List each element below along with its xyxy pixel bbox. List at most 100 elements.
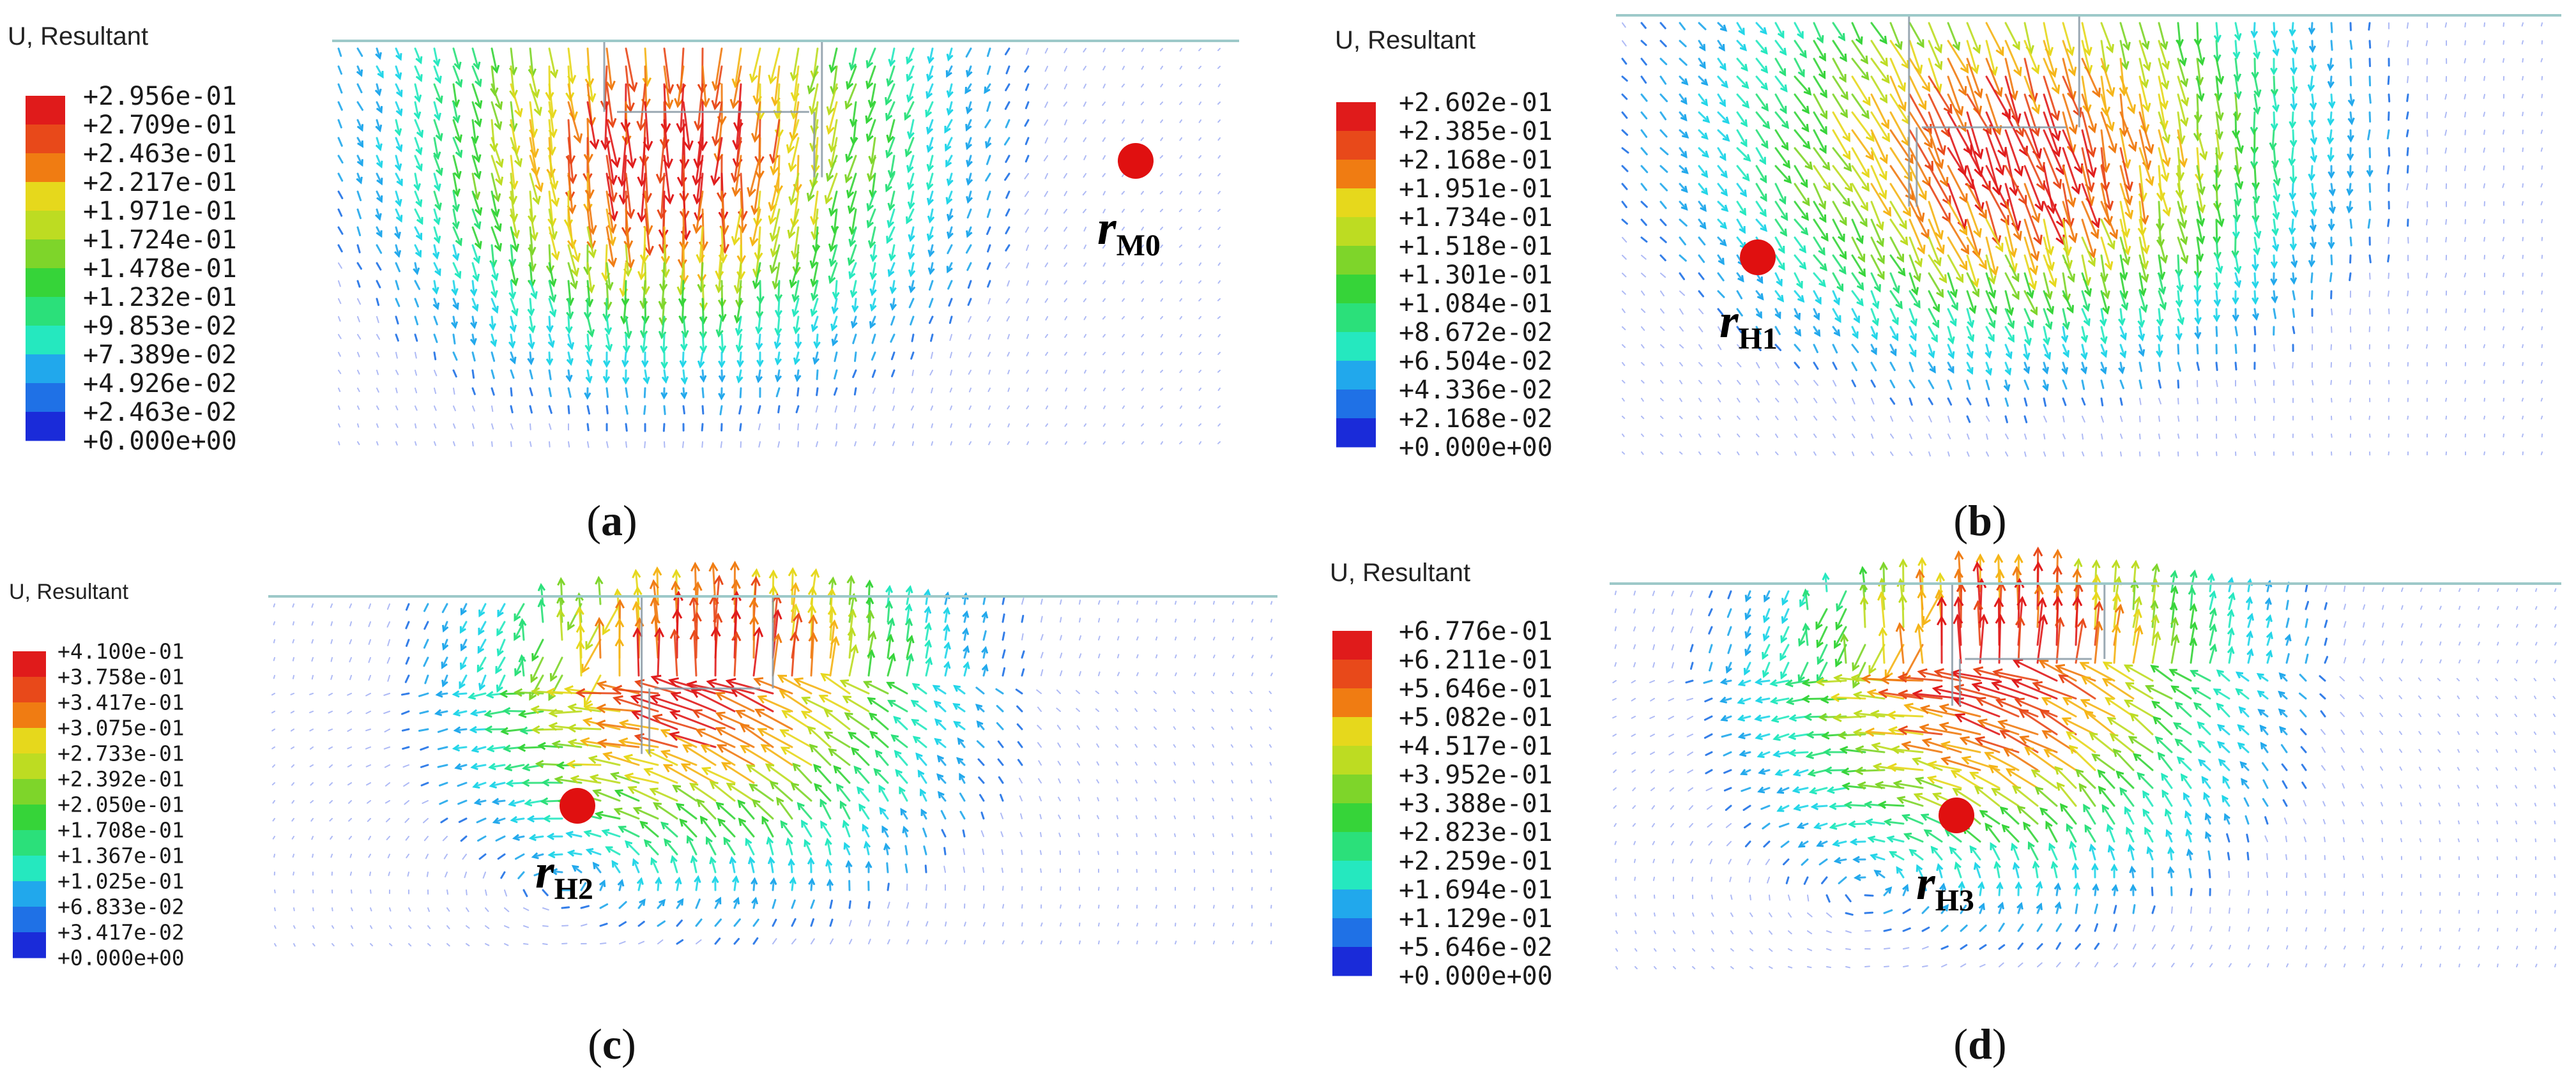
displacement-vector	[1774, 93, 1787, 114]
displacement-vector-head	[527, 308, 535, 317]
displacement-vector	[2138, 129, 2149, 170]
displacement-vector-head	[745, 764, 756, 773]
displacement-vector	[2253, 218, 2260, 238]
displacement-vector-head	[1818, 53, 1826, 62]
displacement-vector	[1832, 111, 1850, 142]
displacement-vector-head	[933, 700, 941, 708]
displacement-vector	[2234, 326, 2238, 337]
displacement-vector-head	[1739, 226, 1746, 234]
displacement-vector	[2273, 236, 2278, 252]
displacement-vector-head	[953, 684, 961, 692]
displacement-vector	[1007, 334, 1010, 340]
displacement-vector-head	[715, 692, 726, 701]
displacement-vector	[1004, 101, 1010, 110]
displacement-vector	[1985, 165, 2009, 209]
displacement-vector-head	[624, 840, 633, 849]
displacement-vector	[495, 656, 506, 674]
displacement-vector	[2119, 236, 2129, 265]
displacement-vector	[824, 709, 851, 730]
displacement-vector	[1679, 22, 1686, 31]
displacement-vector-head	[1918, 100, 1927, 110]
displacement-vector	[2062, 75, 2082, 117]
displacement-vector-head	[623, 753, 633, 763]
displacement-vector	[453, 388, 455, 395]
displacement-vector	[1718, 451, 1721, 455]
displacement-vector	[510, 101, 515, 132]
displacement-vector-head	[761, 815, 769, 824]
displacement-vector-head	[1995, 243, 2004, 253]
displacement-vector	[1659, 40, 1667, 47]
displacement-vector-head	[749, 598, 759, 608]
displacement-vector-head	[839, 800, 847, 809]
displacement-vector-head	[376, 106, 383, 114]
displacement-vector-head	[1737, 275, 1744, 283]
displacement-vector-head	[865, 133, 874, 142]
displacement-vector	[2119, 183, 2132, 219]
displacement-vector	[887, 681, 908, 695]
displacement-vector	[1640, 218, 1647, 226]
displacement-vector-head	[1978, 209, 1987, 220]
displacement-vector	[1755, 183, 1767, 202]
displacement-vector	[1083, 102, 1086, 107]
displacement-vector	[849, 262, 857, 279]
displacement-vector-head	[499, 690, 508, 699]
displacement-vector	[720, 208, 726, 253]
displacement-vector	[1064, 441, 1067, 445]
displacement-vector	[433, 101, 440, 121]
displacement-vector	[1698, 93, 1708, 106]
displacement-vector-head	[936, 773, 944, 781]
displacement-vector-head	[2099, 318, 2107, 327]
displacement-vector	[851, 101, 857, 127]
displacement-vector	[337, 190, 344, 199]
displacement-vector	[291, 746, 294, 750]
displacement-vector	[2483, 112, 2485, 117]
displacement-vector	[311, 675, 314, 680]
displacement-vector	[1947, 111, 1972, 155]
displacement-vector	[2082, 416, 2085, 423]
displacement-vector-head	[943, 623, 950, 632]
displacement-vector	[1947, 326, 1954, 344]
displacement-vector	[1044, 66, 1048, 72]
displacement-vector-head	[660, 391, 668, 400]
displacement-vector	[606, 83, 614, 128]
displacement-vector-head	[1782, 160, 1791, 169]
displacement-vector	[770, 781, 793, 802]
displacement-vector-head	[664, 193, 674, 205]
displacement-vector-head	[865, 60, 874, 69]
displacement-vector-head	[2271, 228, 2279, 236]
displacement-vector	[1679, 40, 1687, 48]
displacement-vector-head	[575, 592, 584, 601]
displacement-vector	[1231, 815, 1233, 819]
displacement-vector-head	[469, 289, 478, 297]
displacement-vector	[621, 262, 627, 296]
displacement-vector-head	[2289, 29, 2296, 37]
displacement-vector	[418, 728, 429, 732]
displacement-vector	[2331, 326, 2333, 333]
displacement-vector	[452, 47, 461, 70]
displacement-vector-head	[885, 584, 894, 593]
displacement-vector-head	[2270, 261, 2278, 269]
displacement-vector-head	[676, 898, 684, 906]
displacement-vector-head	[2289, 192, 2297, 200]
displacement-vector	[714, 627, 717, 677]
displacement-vector	[1641, 308, 1646, 314]
displacement-vector-head	[570, 268, 580, 278]
displacement-vector-head	[2103, 216, 2114, 227]
displacement-vector-head	[2252, 313, 2259, 321]
displacement-vector-head	[632, 626, 643, 638]
displacement-vector-head	[944, 144, 952, 152]
displacement-vector	[1198, 405, 1201, 409]
displacement-vector-head	[1833, 329, 1841, 337]
displacement-vector	[271, 711, 275, 714]
displacement-vector	[2483, 165, 2485, 171]
displacement-vector	[2062, 416, 2065, 423]
displacement-vector	[2521, 344, 2524, 349]
displacement-vector	[1967, 451, 1970, 457]
displacement-vector-head	[556, 608, 565, 618]
legend-swatch	[26, 153, 65, 183]
displacement-vector	[2483, 130, 2485, 135]
displacement-vector-head	[710, 626, 721, 637]
displacement-vector	[1179, 370, 1182, 374]
displacement-vector	[1755, 147, 1766, 165]
displacement-vector-head	[2327, 118, 2335, 126]
